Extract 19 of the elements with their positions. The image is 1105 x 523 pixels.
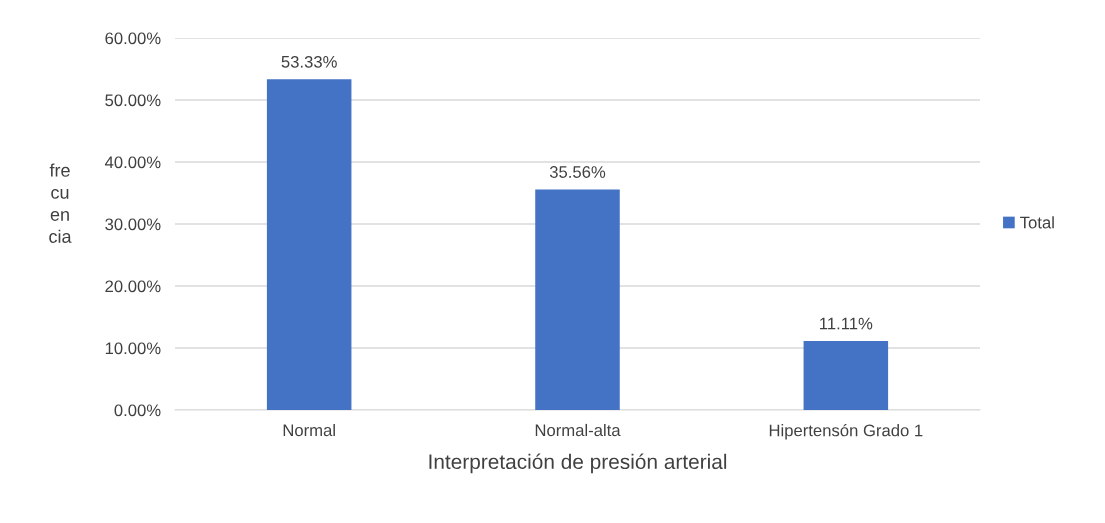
x-tick-label: Normal [283,423,335,437]
data-label: 35.56% [549,166,606,178]
bar [266,79,352,410]
y-axis-title: fre cu en cia [49,163,72,243]
y-tick-label: 10.00% [105,342,161,355]
x-tick-label: Normal-alta [535,423,621,437]
y-tick-label: 40.00% [104,156,161,169]
y-tick-label: 50.00% [105,94,161,107]
x-tick-label: Hipertensón Grado 1 [769,423,923,440]
y-tick-label: 20.00% [105,280,161,293]
data-label: 53.33% [281,55,337,68]
x-axis-title: Interpretación de presión arterial [429,453,727,474]
data-label: 11.11% [820,317,873,330]
bar [535,189,620,410]
y-tick-label: 60.00% [105,32,161,45]
legend-label: Total [1020,216,1054,229]
bar [803,341,889,410]
y-tick-label: 30.00% [105,218,161,231]
y-tick-label: 0.00% [114,404,161,417]
